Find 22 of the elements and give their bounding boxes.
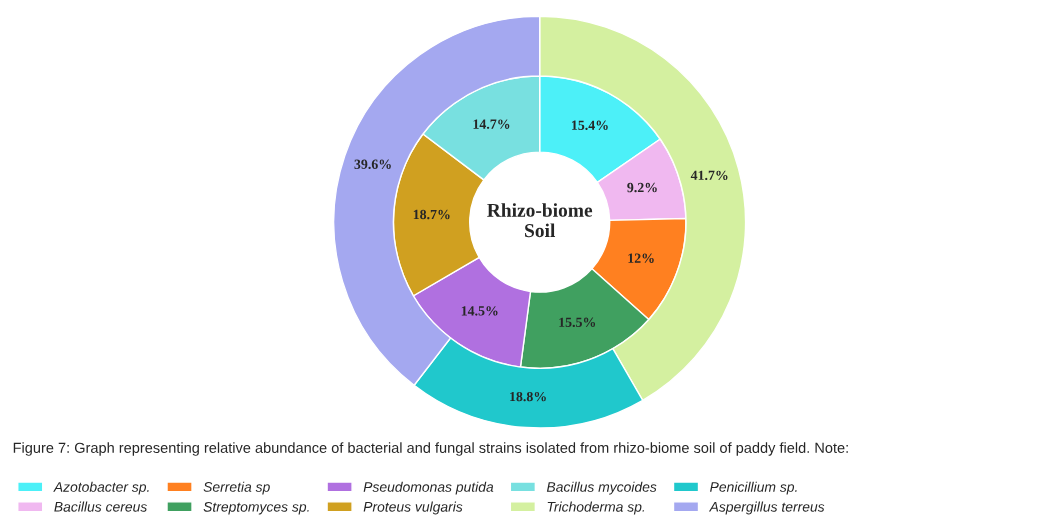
data-label: 14.5% bbox=[461, 306, 498, 316]
data-label: 9.2% bbox=[627, 182, 657, 193]
legend-label: Pseudomonas putida bbox=[363, 481, 494, 495]
legend-label: Azotobacter sp. bbox=[53, 481, 149, 495]
legend-label: Aspergillus terreus bbox=[708, 501, 825, 515]
data-label: 12% bbox=[628, 253, 654, 263]
data-label: 18.8% bbox=[510, 391, 546, 402]
data-label: 41.7% bbox=[690, 170, 728, 181]
legend-label: Trichoderma sp. bbox=[547, 501, 645, 515]
data-label: 15.4% bbox=[571, 120, 608, 130]
legend-label: Bacillus cereus bbox=[54, 501, 147, 512]
data-label: 39.6% bbox=[354, 159, 391, 169]
text: Rhizo-biome Soil bbox=[487, 203, 593, 238]
data-label: 18.7% bbox=[413, 209, 450, 220]
data-label: 15.5% bbox=[559, 317, 596, 328]
legend-label: Serretia sp bbox=[203, 481, 270, 495]
legend-label: Penicillium sp. bbox=[710, 481, 797, 495]
data-label: 14.7% bbox=[473, 119, 510, 129]
legend-label: Proteus vulgaris bbox=[363, 501, 463, 515]
caption: Figure 7: Graph representing relative abundance of bacterial and fungal strains isolated from rhizo-biome soil of paddy field. Note: bbox=[13, 442, 848, 456]
legend-label: Bacillus mycoides bbox=[546, 481, 657, 495]
legend-label: Streptomyces sp. bbox=[203, 501, 309, 515]
